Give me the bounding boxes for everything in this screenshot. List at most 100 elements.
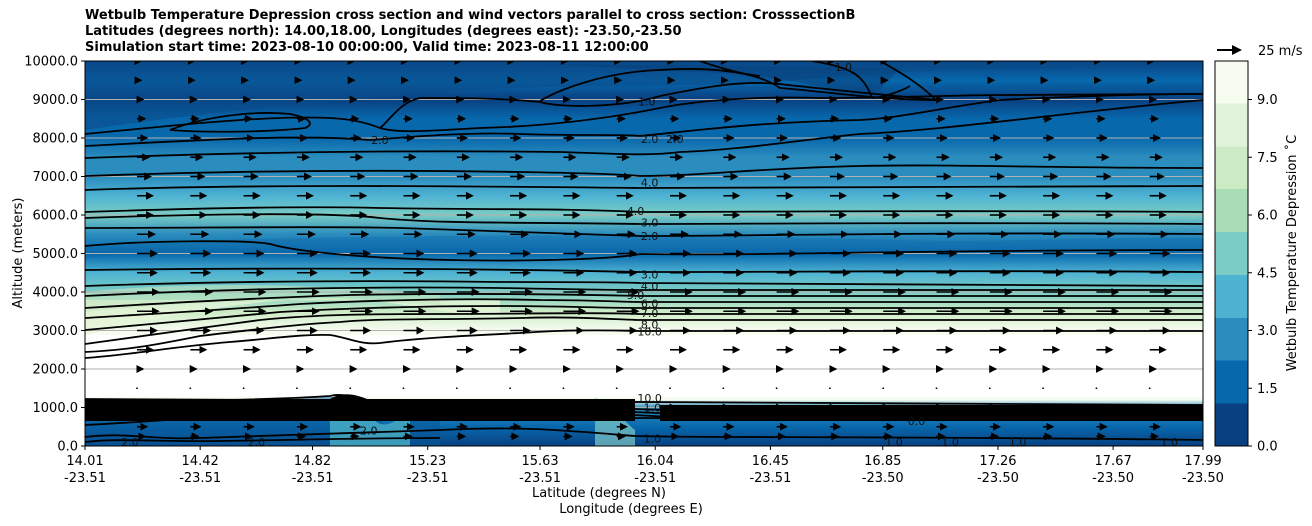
colorbar-tick-label: 0.0	[1257, 440, 1278, 455]
x-tick-label-lat: 14.82	[294, 454, 331, 469]
contour-cluster	[660, 405, 1203, 421]
contour-label: 4.0	[641, 280, 659, 293]
wind-vector	[1148, 387, 1151, 390]
wind-vector	[988, 387, 991, 390]
y-tick-label: 6000.0	[33, 209, 79, 224]
y-tick-label: 3000.0	[33, 324, 79, 339]
x-axis: 14.01 -23.51 14.42 -23.51 14.82 -23.51 15.23 -2…	[64, 446, 1224, 486]
wind-vector	[509, 387, 511, 390]
x-tick-label-lat: 16.45	[752, 454, 789, 469]
colorbar-label: Wetbulb Temperature Depression ˚C	[1284, 135, 1300, 372]
contour-label: 1.0	[1009, 436, 1027, 449]
plot-area: 1.00.010.01.010.08.07.06.05.04.03.02.03.…	[84, 60, 1204, 449]
contour-label: 1.0	[885, 436, 903, 449]
contour-line	[85, 316, 1203, 353]
x-tick-label-lon: -23.50	[977, 471, 1019, 486]
contour-label: 1.0	[1161, 436, 1179, 449]
colorbar-tick-label: 4.5	[1257, 266, 1278, 281]
y-tick-label: 7000.0	[33, 170, 79, 185]
x-axis-title-longitude: Longitude (degrees E)	[559, 502, 703, 517]
x-tick-label-lon: -23.50	[862, 471, 904, 486]
x-tick-label-lon: -23.51	[179, 471, 221, 486]
contour-label: 1.0	[835, 61, 853, 74]
contour-label: 6.0	[641, 298, 659, 311]
chart-title-line-3: Simulation start time: 2023-08-10 00:00:…	[85, 40, 649, 55]
contour-line	[85, 185, 1203, 191]
x-tick-label-lat: 17.99	[1184, 454, 1221, 469]
contour-label: 8.0	[641, 319, 659, 332]
contour-label: 10.0	[637, 392, 662, 405]
wind-vector	[1095, 387, 1098, 390]
x-tick-label-lon: -23.51	[634, 471, 676, 486]
contour-line	[85, 93, 1203, 147]
contour-line	[85, 305, 1203, 331]
colorbar: 0.0 1.5 3.0 4.5 6.0 7.5 9.0 Wetbulb Temperatur…	[1214, 60, 1300, 455]
colorbar-tick-label: 3.0	[1257, 324, 1278, 339]
wind-vector	[242, 387, 245, 390]
y-tick-label: 10000.0	[24, 55, 78, 70]
contour-label: 2.0	[641, 230, 659, 243]
y-tick-label: 2000.0	[33, 363, 79, 378]
contour-cluster	[330, 394, 380, 412]
contour-label: 10.0	[637, 325, 662, 338]
x-tick-label-lon: -23.51	[749, 471, 791, 486]
contour-line	[85, 427, 1203, 441]
wind-vector	[349, 387, 352, 390]
wind-vector	[1042, 387, 1044, 390]
contour-line	[85, 99, 1203, 159]
contour-label: 1.0	[644, 432, 662, 445]
x-tick-label-lat: 14.01	[66, 454, 103, 469]
y-tick-label: 9000.0	[33, 93, 79, 108]
wind-vector	[189, 387, 192, 390]
wind-vector	[829, 387, 831, 390]
contour-label: 1.0	[638, 95, 656, 108]
colorbar-ticks: 0.0 1.5 3.0 4.5 6.0 7.5 9.0	[1248, 93, 1278, 455]
contour-line	[85, 213, 1203, 225]
contour-line	[85, 437, 441, 443]
contour-label: 7.0	[641, 307, 659, 320]
chart-title-line-2: Latitudes (degrees north): 14.00,18.00, …	[85, 24, 682, 39]
x-tick-label-lon: -23.51	[519, 471, 561, 486]
vector-key-label: 25 m/s	[1258, 44, 1303, 59]
contour-line	[85, 312, 1203, 345]
y-tick-label: 4000.0	[33, 286, 79, 301]
colorbar-gradient	[1214, 60, 1249, 447]
contour-line	[85, 280, 1203, 287]
contour-line	[85, 164, 1203, 177]
wind-vector	[455, 387, 458, 390]
contour-label: 1.0	[941, 436, 959, 449]
contour-line	[85, 293, 1203, 309]
y-tick-label: 8000.0	[33, 132, 79, 147]
contour-label: 1.0	[644, 402, 662, 415]
wind-vector	[882, 387, 885, 390]
contour-label: 2.0	[641, 133, 659, 146]
x-tick-label-lat: 15.23	[409, 454, 446, 469]
wind-vector	[615, 387, 618, 390]
x-axis-title-latitude: Latitude (degrees N)	[532, 486, 666, 501]
wind-vector	[402, 387, 405, 390]
y-tick-label: 5000.0	[33, 247, 79, 262]
contour-label: 2.0	[371, 134, 389, 147]
contour-line	[811, 61, 911, 99]
x-tick-label-lat: 14.42	[182, 454, 219, 469]
y-axis: 0.0 1000.0 2000.0 3000.0 4000.0 5000.0 6000.0 7…	[24, 55, 85, 455]
x-tick-label-lon: -23.51	[292, 471, 334, 486]
chart-title-line-1: Wetbulb Temperature Depression cross sec…	[85, 8, 856, 23]
contour-line	[85, 298, 1203, 319]
x-tick-label-lat: 16.04	[637, 454, 674, 469]
wind-vector	[775, 387, 778, 390]
contour-label: 3.0	[641, 269, 659, 282]
x-tick-label-lat: 17.26	[979, 454, 1016, 469]
saturated-gap-region	[85, 335, 1203, 397]
contour-line	[169, 112, 311, 133]
contour-line	[85, 329, 1203, 359]
contour-line	[699, 61, 761, 77]
y-axis-title: Altitude (meters)	[11, 198, 26, 309]
contour-label: 2.0	[360, 425, 378, 438]
contour-line	[85, 206, 1203, 213]
wind-vector	[136, 387, 138, 390]
vector-key: 25 m/s	[1217, 44, 1303, 59]
colorbar-tick-label: 6.0	[1257, 209, 1278, 224]
y-tick-label: 1000.0	[33, 401, 79, 416]
x-tick-label-lat: 15.63	[521, 454, 558, 469]
